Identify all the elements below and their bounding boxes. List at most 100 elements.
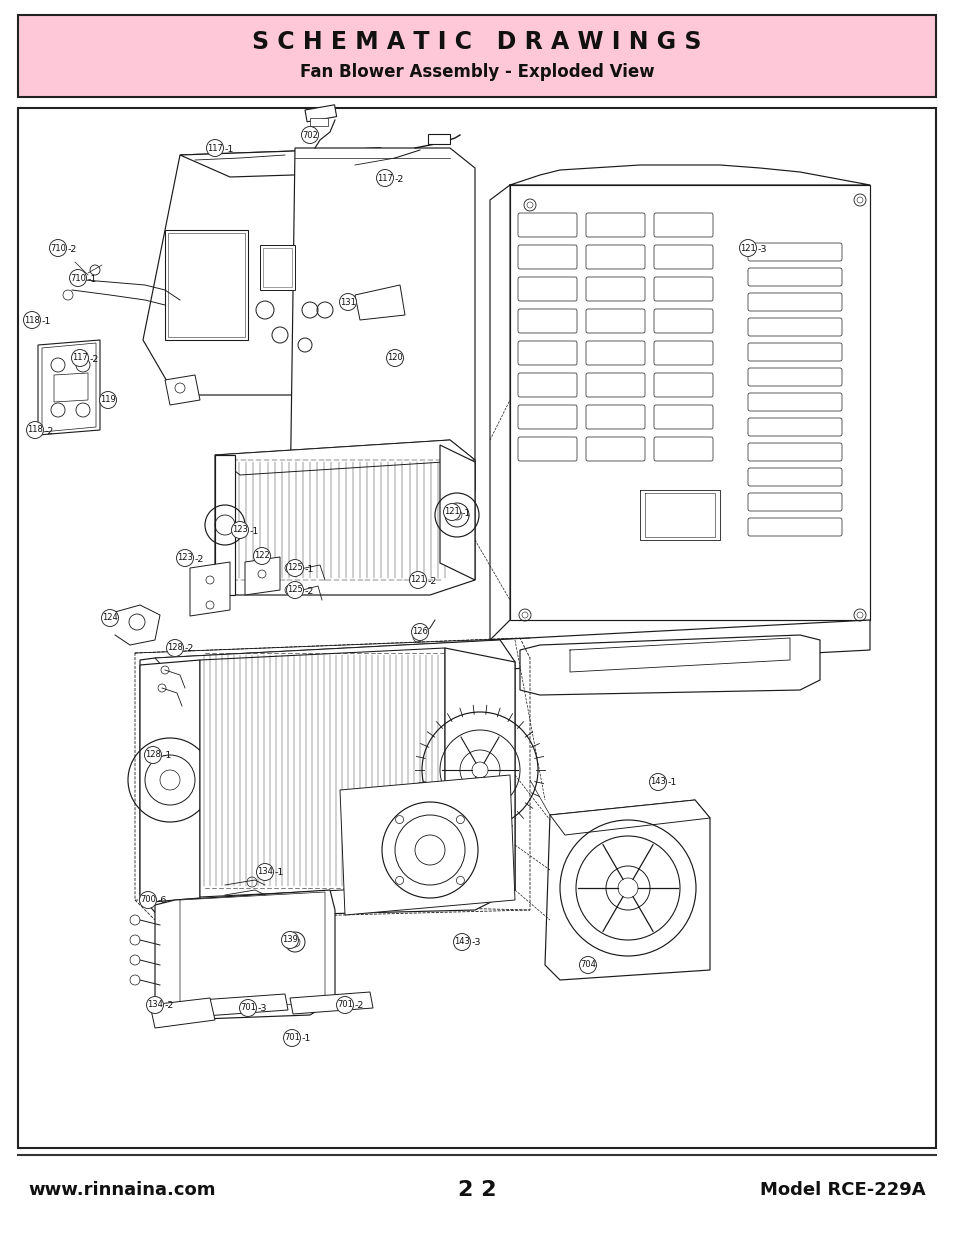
Circle shape bbox=[167, 640, 183, 657]
Polygon shape bbox=[550, 800, 709, 835]
Polygon shape bbox=[214, 440, 475, 475]
FancyBboxPatch shape bbox=[747, 343, 841, 361]
Text: -2: -2 bbox=[427, 577, 436, 585]
Text: 121: 121 bbox=[444, 508, 459, 516]
FancyBboxPatch shape bbox=[517, 309, 577, 333]
Text: 117: 117 bbox=[376, 173, 393, 183]
Text: -3: -3 bbox=[757, 245, 766, 253]
Text: 701: 701 bbox=[284, 1034, 299, 1042]
FancyBboxPatch shape bbox=[747, 443, 841, 461]
FancyBboxPatch shape bbox=[654, 437, 712, 461]
FancyBboxPatch shape bbox=[585, 245, 644, 269]
Circle shape bbox=[301, 126, 318, 143]
Bar bbox=[18, 15, 935, 98]
Polygon shape bbox=[143, 148, 450, 395]
Text: 701: 701 bbox=[240, 1004, 255, 1013]
FancyBboxPatch shape bbox=[517, 405, 577, 429]
FancyBboxPatch shape bbox=[585, 405, 644, 429]
Circle shape bbox=[386, 350, 403, 367]
Polygon shape bbox=[140, 659, 200, 903]
Polygon shape bbox=[490, 185, 510, 640]
Circle shape bbox=[253, 547, 271, 564]
Text: -2: -2 bbox=[68, 245, 77, 253]
FancyBboxPatch shape bbox=[654, 309, 712, 333]
FancyBboxPatch shape bbox=[747, 493, 841, 511]
Circle shape bbox=[339, 294, 356, 310]
Polygon shape bbox=[260, 245, 294, 290]
Circle shape bbox=[139, 892, 156, 909]
Circle shape bbox=[232, 521, 248, 538]
Circle shape bbox=[578, 956, 596, 973]
Text: 701: 701 bbox=[336, 1000, 353, 1009]
FancyBboxPatch shape bbox=[747, 243, 841, 261]
FancyBboxPatch shape bbox=[517, 212, 577, 237]
Text: -2: -2 bbox=[184, 645, 193, 653]
Circle shape bbox=[99, 391, 116, 409]
FancyBboxPatch shape bbox=[747, 268, 841, 287]
Text: 700: 700 bbox=[140, 895, 155, 904]
Text: -2: -2 bbox=[194, 555, 204, 563]
Bar bbox=[428, 135, 450, 144]
Polygon shape bbox=[140, 640, 515, 918]
Text: 121: 121 bbox=[410, 576, 425, 584]
Bar bbox=[310, 119, 328, 126]
Circle shape bbox=[411, 624, 428, 641]
Text: 143: 143 bbox=[649, 778, 665, 787]
Text: 710: 710 bbox=[70, 273, 86, 283]
FancyBboxPatch shape bbox=[747, 517, 841, 536]
Circle shape bbox=[101, 610, 118, 626]
Polygon shape bbox=[245, 557, 280, 595]
Text: 125: 125 bbox=[287, 585, 302, 594]
Bar bbox=[18, 107, 935, 1149]
Circle shape bbox=[376, 169, 393, 186]
Text: -1: -1 bbox=[667, 778, 677, 788]
FancyBboxPatch shape bbox=[517, 245, 577, 269]
Text: -3: -3 bbox=[257, 1004, 267, 1014]
FancyBboxPatch shape bbox=[517, 277, 577, 301]
FancyBboxPatch shape bbox=[585, 437, 644, 461]
Polygon shape bbox=[180, 148, 450, 177]
Text: 131: 131 bbox=[339, 298, 355, 306]
FancyBboxPatch shape bbox=[747, 417, 841, 436]
FancyBboxPatch shape bbox=[747, 317, 841, 336]
Text: -1: -1 bbox=[461, 509, 471, 517]
Text: 710: 710 bbox=[50, 243, 66, 252]
Circle shape bbox=[147, 997, 163, 1014]
FancyBboxPatch shape bbox=[654, 373, 712, 396]
Text: -2: -2 bbox=[304, 587, 314, 595]
FancyBboxPatch shape bbox=[654, 405, 712, 429]
Circle shape bbox=[50, 240, 67, 257]
Text: 118: 118 bbox=[24, 315, 40, 325]
FancyBboxPatch shape bbox=[585, 277, 644, 301]
Text: 128: 128 bbox=[145, 751, 161, 760]
Text: 123: 123 bbox=[177, 553, 193, 562]
Polygon shape bbox=[180, 892, 325, 1011]
Circle shape bbox=[286, 582, 303, 599]
Text: -2: -2 bbox=[45, 426, 53, 436]
Circle shape bbox=[336, 997, 354, 1014]
Text: 120: 120 bbox=[387, 353, 402, 363]
Circle shape bbox=[286, 559, 303, 577]
Circle shape bbox=[176, 550, 193, 567]
Text: 121: 121 bbox=[740, 243, 755, 252]
Text: 702: 702 bbox=[302, 131, 317, 140]
Text: 122: 122 bbox=[253, 552, 270, 561]
Text: -2: -2 bbox=[90, 354, 99, 363]
Polygon shape bbox=[444, 648, 515, 890]
FancyBboxPatch shape bbox=[654, 245, 712, 269]
Polygon shape bbox=[439, 445, 475, 580]
Circle shape bbox=[27, 421, 44, 438]
Polygon shape bbox=[519, 635, 820, 695]
Polygon shape bbox=[154, 890, 335, 1020]
Text: 118: 118 bbox=[27, 426, 43, 435]
Polygon shape bbox=[38, 340, 100, 435]
FancyBboxPatch shape bbox=[585, 341, 644, 366]
Text: -1: -1 bbox=[162, 752, 172, 761]
Text: -1: -1 bbox=[301, 1035, 311, 1044]
Text: www.rinnaina.com: www.rinnaina.com bbox=[28, 1181, 215, 1199]
Text: -1: -1 bbox=[304, 564, 314, 573]
Polygon shape bbox=[263, 248, 292, 287]
Text: -2: -2 bbox=[395, 174, 403, 184]
FancyBboxPatch shape bbox=[654, 212, 712, 237]
FancyBboxPatch shape bbox=[747, 393, 841, 411]
